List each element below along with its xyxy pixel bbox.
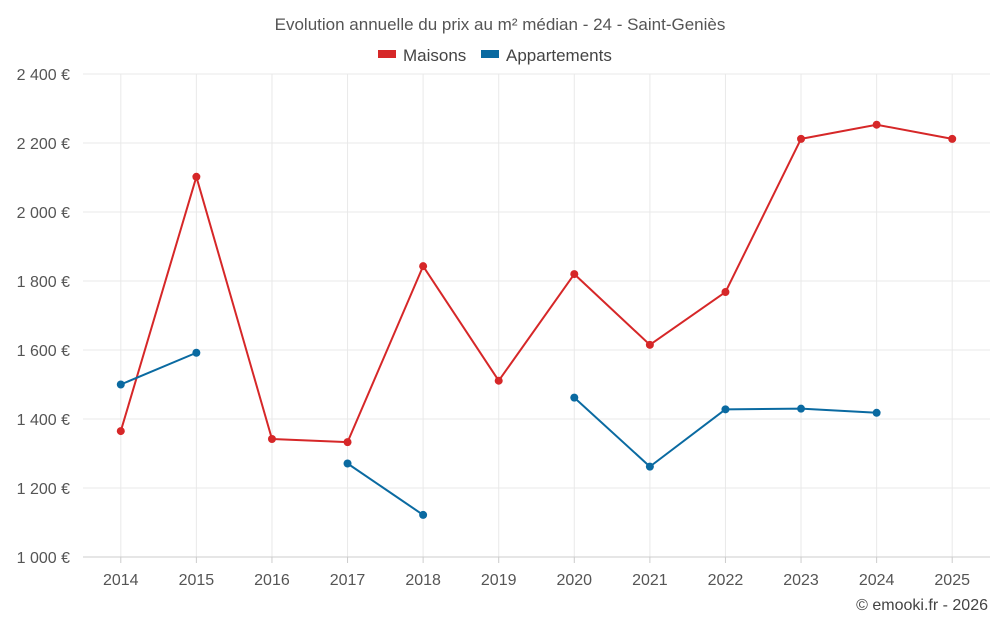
legend-swatch-maisons	[378, 50, 396, 58]
data-point-appartements[interactable]	[419, 510, 428, 519]
y-tick-label: 2 200 €	[17, 136, 70, 153]
series-appartements	[116, 348, 881, 519]
data-point-appartements[interactable]	[343, 459, 352, 468]
legend-label-appartements[interactable]: Appartements	[506, 46, 612, 65]
x-tick-label: 2021	[632, 572, 668, 589]
chart-title: Evolution annuelle du prix au m² médian …	[275, 15, 726, 34]
data-point-maisons[interactable]	[419, 262, 428, 271]
x-tick-label: 2016	[254, 572, 290, 589]
data-point-maisons[interactable]	[797, 134, 806, 143]
x-tick-label: 2022	[708, 572, 744, 589]
data-point-maisons[interactable]	[721, 288, 730, 297]
x-tick-label: 2020	[556, 572, 592, 589]
axes: 1 000 € 1 200 € 1 400 € 1 600 € 1 800 € 2 000…	[17, 67, 990, 589]
x-tick-label: 2019	[481, 572, 517, 589]
series-line-maisons	[119, 123, 953, 444]
series-line-appartements	[346, 462, 424, 516]
data-point-maisons[interactable]	[192, 172, 201, 181]
credit-text: © emooki.fr - 2026	[856, 597, 988, 614]
data-point-appartements[interactable]	[645, 462, 654, 471]
data-point-maisons[interactable]	[116, 427, 125, 436]
x-tick-label: 2017	[330, 572, 366, 589]
x-tick-label: 2024	[859, 572, 895, 589]
y-tick-label: 2 000 €	[17, 205, 70, 222]
y-tick-label: 1 200 €	[17, 481, 70, 498]
data-point-maisons[interactable]	[570, 270, 579, 279]
y-tick-label: 1 000 €	[17, 550, 70, 567]
data-point-appartements[interactable]	[192, 348, 201, 357]
x-tick-label: 2018	[405, 572, 441, 589]
data-point-maisons[interactable]	[645, 340, 654, 349]
data-point-maisons[interactable]	[494, 376, 503, 385]
x-tick-label: 2023	[783, 572, 819, 589]
data-point-appartements[interactable]	[872, 408, 881, 417]
series-maisons	[116, 120, 957, 447]
series-layer	[116, 120, 957, 519]
y-tick-label: 1 600 €	[17, 343, 70, 360]
y-tick-label: 1 800 €	[17, 274, 70, 291]
grid	[83, 73, 990, 557]
y-tick-label: 2 400 €	[17, 67, 70, 84]
x-tick-label: 2025	[934, 572, 970, 589]
data-point-maisons[interactable]	[343, 438, 352, 447]
legend: Maisons Appartements	[378, 46, 612, 65]
data-point-appartements[interactable]	[116, 380, 125, 389]
data-point-appartements[interactable]	[570, 393, 579, 402]
data-point-maisons[interactable]	[948, 134, 957, 143]
legend-label-maisons[interactable]: Maisons	[403, 46, 466, 65]
data-point-maisons[interactable]	[267, 435, 276, 444]
series-line-appartements	[120, 351, 197, 386]
legend-swatch-appartements	[481, 50, 499, 58]
x-tick-label: 2015	[179, 572, 215, 589]
data-point-appartements[interactable]	[797, 404, 806, 413]
data-point-maisons[interactable]	[872, 120, 881, 129]
y-tick-label: 1 400 €	[17, 412, 70, 429]
data-point-appartements[interactable]	[721, 405, 730, 414]
x-tick-label: 2014	[103, 572, 139, 589]
